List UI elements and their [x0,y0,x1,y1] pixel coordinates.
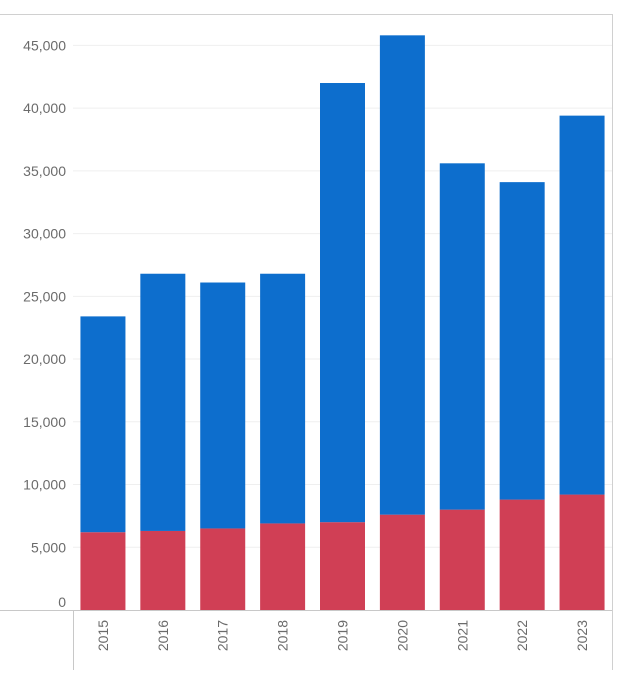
bar-top-2015 [80,316,126,533]
bar-bottom-2016 [140,530,186,610]
bar-top-2017 [200,282,246,529]
bar-bottom-2018 [260,523,306,610]
y-tick-label: 35,000 [23,163,66,179]
bar-bottom-2022 [499,499,545,610]
bar-top-2018 [260,273,306,524]
y-tick-label: 25,000 [23,288,66,304]
x-tick-label: 2021 [454,620,470,651]
y-tick-label: 5,000 [31,539,66,555]
x-tick-label: 2017 [215,620,231,651]
bar-bottom-2015 [80,532,126,610]
bar-top-2023 [559,115,605,495]
bars [80,35,605,610]
y-tick-label: 15,000 [23,414,66,430]
bar-top-2019 [320,83,365,523]
y-tick-label: 45,000 [23,37,66,53]
y-tick-label: 0 [58,594,66,610]
x-tick-label: 2019 [335,620,351,651]
y-tick-label: 40,000 [23,100,66,116]
bar-top-2022 [499,182,545,500]
y-tick-label: 30,000 [23,226,66,242]
bar-bottom-2017 [200,528,246,610]
x-tick-label: 2018 [275,620,291,651]
bar-bottom-2020 [379,514,425,610]
axis-frame [0,14,613,670]
bar-top-2021 [439,163,485,510]
y-tick-label: 20,000 [23,351,66,367]
bar-top-2020 [379,35,425,515]
x-tick-label: 2015 [95,620,111,651]
bar-bottom-2023 [559,494,605,610]
bar-bottom-2019 [320,522,365,610]
x-tick-label: 2020 [394,620,410,651]
bar-bottom-2021 [439,509,485,610]
x-tick-label: 2023 [574,620,590,651]
y-axis-tick-labels: 0 5,000 10,000 15,000 20,000 25,000 30,000 35,0… [23,37,66,610]
x-axis-tick-labels: 2015 2016 2017 2018 2019 2020 2021 2022 2023 [95,620,590,651]
bar-top-2016 [140,273,186,531]
y-tick-label: 10,000 [23,477,66,493]
x-tick-label: 2022 [514,620,530,651]
x-tick-label: 2016 [155,620,171,651]
